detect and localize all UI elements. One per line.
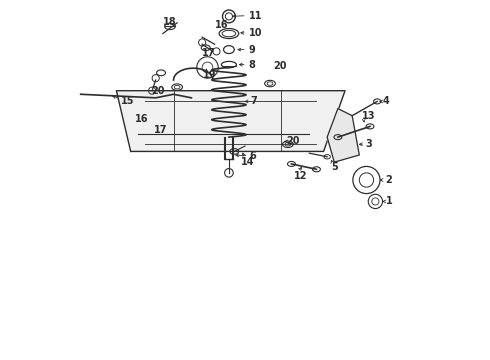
Text: 2: 2 bbox=[385, 175, 392, 185]
Polygon shape bbox=[327, 109, 359, 162]
Text: 8: 8 bbox=[248, 60, 255, 69]
Text: 3: 3 bbox=[366, 139, 372, 149]
Polygon shape bbox=[117, 91, 345, 152]
Text: 13: 13 bbox=[362, 111, 376, 121]
Text: 18: 18 bbox=[163, 17, 176, 27]
Text: 11: 11 bbox=[248, 11, 262, 21]
Text: 20: 20 bbox=[286, 136, 299, 146]
Text: 6: 6 bbox=[249, 151, 256, 161]
Text: 15: 15 bbox=[121, 96, 135, 106]
Text: 1: 1 bbox=[386, 197, 393, 206]
Text: 9: 9 bbox=[248, 45, 255, 55]
Text: 16: 16 bbox=[215, 19, 228, 30]
Text: 17: 17 bbox=[202, 48, 216, 58]
Text: 17: 17 bbox=[154, 125, 168, 135]
Text: 10: 10 bbox=[248, 28, 262, 38]
Text: 14: 14 bbox=[242, 157, 255, 167]
Text: 19: 19 bbox=[203, 70, 217, 80]
Text: 20: 20 bbox=[273, 61, 287, 71]
Text: 4: 4 bbox=[383, 96, 389, 107]
Text: 7: 7 bbox=[250, 96, 257, 107]
Text: 16: 16 bbox=[135, 114, 148, 124]
Text: 5: 5 bbox=[331, 162, 338, 172]
Text: 20: 20 bbox=[151, 86, 165, 96]
Text: 12: 12 bbox=[294, 171, 308, 181]
